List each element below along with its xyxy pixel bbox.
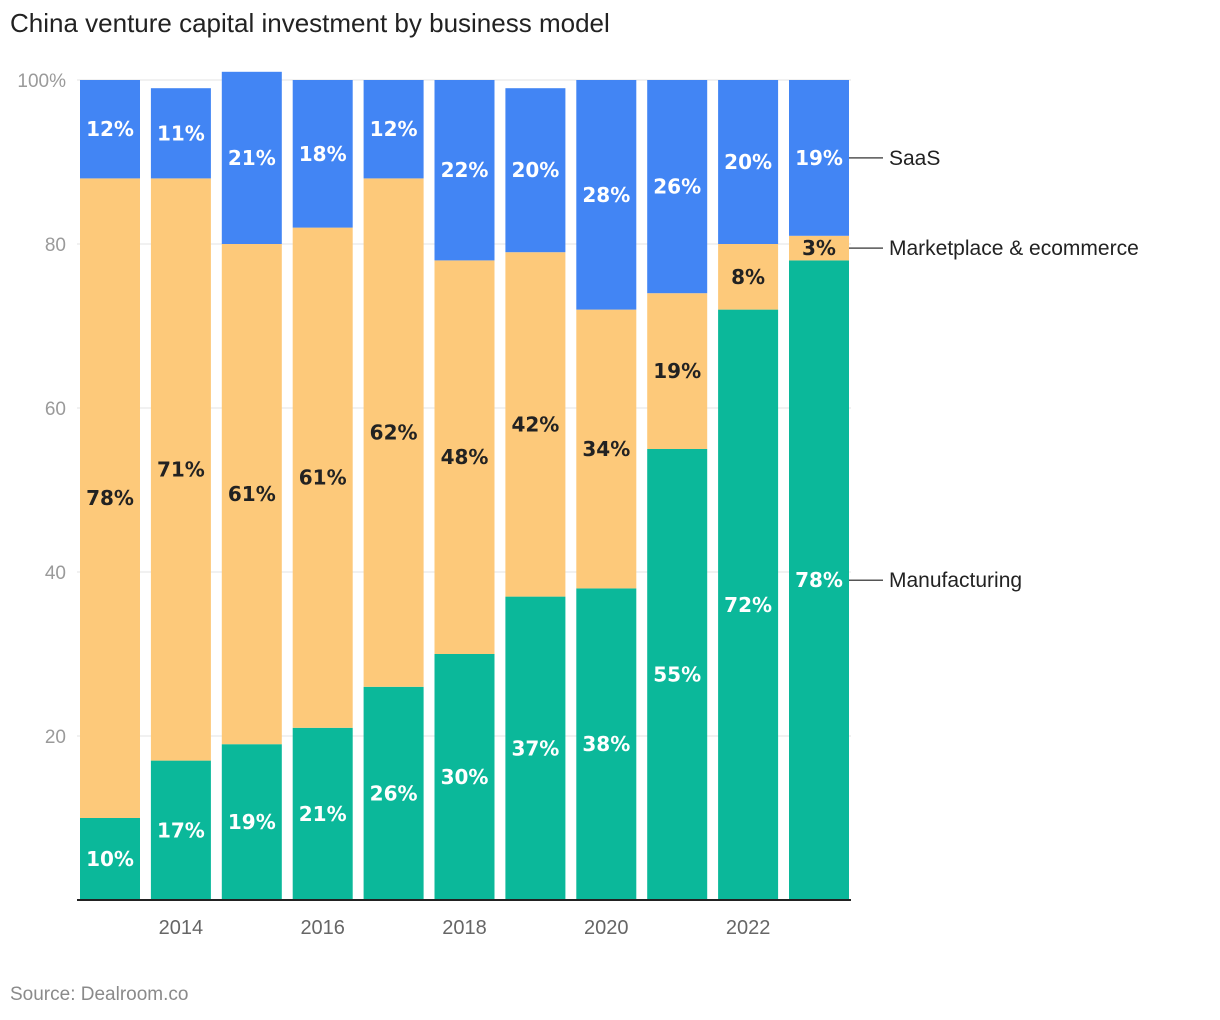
bar-segment: [221, 244, 282, 745]
bar-segment: [363, 686, 424, 900]
segment-data-label: 26%: [653, 175, 701, 199]
bars: [80, 71, 849, 901]
series-label: Manufacturing: [889, 569, 1022, 592]
bar-segment: [292, 727, 353, 900]
segment-data-label: 28%: [582, 183, 630, 207]
segment-data-label: 48%: [441, 445, 489, 469]
segment-data-label: 12%: [370, 117, 418, 141]
segment-data-label: 12%: [86, 117, 134, 141]
bar-segment: [80, 818, 140, 900]
segment-data-label: 26%: [370, 781, 418, 805]
bar-segment: [150, 178, 211, 761]
x-tick-label: 2016: [300, 917, 345, 939]
x-tick-label: 2022: [726, 917, 771, 939]
bar-segment: [434, 80, 495, 261]
bar-segment: [363, 80, 424, 179]
bar-segment: [718, 80, 779, 244]
segment-data-label: 34%: [582, 437, 630, 461]
segment-data-label: 30%: [441, 765, 489, 789]
segment-data-label: 17%: [157, 818, 205, 842]
x-axis-ticks: 2014 2016 2018 2020 2022: [159, 917, 771, 939]
segment-data-label: 10%: [86, 847, 134, 871]
bar-segment: [505, 252, 566, 597]
bar-segment: [718, 244, 779, 310]
series-label: SaaS: [889, 147, 940, 170]
segment-data-label: 61%: [299, 466, 347, 490]
segment-data-label: 37%: [511, 736, 559, 760]
x-tick-label: 2020: [584, 917, 629, 939]
segment-data-label: 78%: [86, 486, 134, 510]
bar-segment: [434, 654, 495, 900]
bar-segment: [576, 588, 637, 900]
bar-segment: [718, 309, 779, 901]
segment-data-label: 18%: [299, 142, 347, 166]
y-tick-label: 40: [45, 563, 66, 584]
bar-segment: [647, 449, 708, 900]
segment-data-label: 3%: [802, 236, 836, 260]
segment-labels: 10% 78% 12% 17% 71% 11% 19% 61% 21% 21% 61% 18% 26% 6…: [86, 117, 843, 871]
source-note: Source: Dealroom.co: [10, 984, 189, 1005]
segment-data-label: 20%: [724, 150, 772, 174]
y-tick-label: 60: [45, 399, 66, 420]
segment-data-label: 55%: [653, 663, 701, 687]
series-label: Marketplace & ecommerce: [889, 237, 1139, 260]
bar-segment: [292, 80, 353, 228]
bar-segment: [576, 309, 637, 589]
segment-data-label: 19%: [228, 810, 276, 834]
segment-data-label: 42%: [511, 412, 559, 436]
segment-data-label: 71%: [157, 458, 205, 482]
segment-data-label: 21%: [228, 146, 276, 170]
bar-segment: [221, 744, 282, 900]
segment-data-label: 62%: [370, 421, 418, 445]
bar-segment: [434, 260, 495, 654]
bar-segment: [363, 178, 424, 687]
bar-segment: [80, 80, 140, 179]
bar-segment: [292, 227, 353, 728]
bar-segment: [150, 760, 211, 900]
segment-data-label: 20%: [511, 158, 559, 182]
segment-data-label: 19%: [795, 146, 843, 170]
y-tick-label: 80: [45, 235, 66, 256]
segment-data-label: 61%: [228, 482, 276, 506]
segment-data-label: 19%: [653, 359, 701, 383]
bar-segment: [789, 235, 849, 261]
bar-segment: [505, 88, 566, 253]
segment-data-label: 72%: [724, 593, 772, 617]
bar-segment: [221, 71, 282, 244]
segment-data-label: 78%: [795, 568, 843, 592]
bar-segment: [80, 178, 140, 818]
y-axis-ticks: 100% 80 60 40 20: [17, 71, 66, 748]
series-labels: Manufacturing Marketplace & ecommerce SaaS: [849, 147, 1139, 592]
bar-segment: [150, 88, 211, 179]
segment-data-label: 11%: [157, 121, 205, 145]
bar-segment: [647, 293, 708, 449]
y-tick-label: 20: [45, 727, 66, 748]
segment-data-label: 22%: [441, 158, 489, 182]
segment-data-label: 21%: [299, 802, 347, 826]
y-tick-label: 100%: [17, 71, 66, 92]
x-tick-label: 2014: [159, 917, 204, 939]
bar-segment: [505, 596, 566, 900]
segment-data-label: 38%: [582, 732, 630, 756]
bar-segment: [576, 80, 637, 310]
x-tick-label: 2018: [442, 917, 487, 939]
bar-segment: [789, 80, 849, 236]
bar-segment: [789, 260, 849, 900]
chart-title: China venture capital investment by busi…: [10, 8, 610, 38]
bar-segment: [647, 80, 708, 294]
segment-data-label: 8%: [731, 265, 765, 289]
